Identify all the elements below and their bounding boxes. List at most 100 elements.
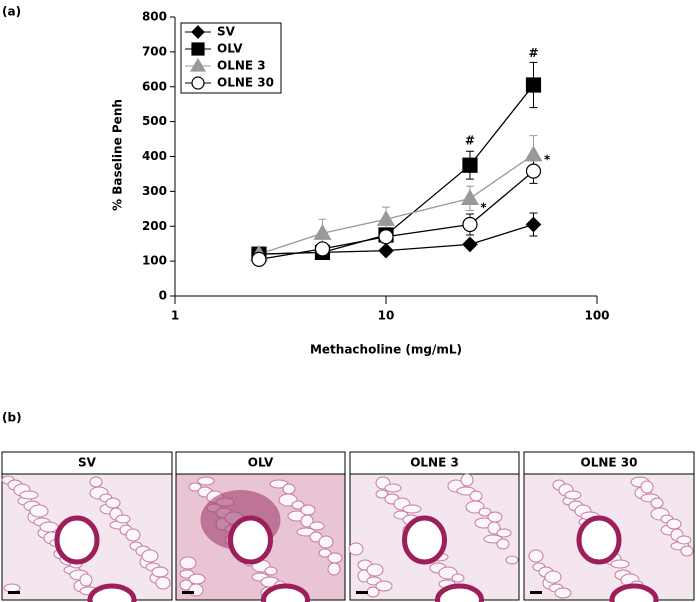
alveolus — [151, 566, 169, 578]
alveolus — [179, 556, 197, 570]
annotation: * — [544, 152, 551, 166]
marker — [313, 224, 332, 240]
alveolus — [318, 535, 334, 549]
image-title: OLNE 30 — [581, 456, 638, 470]
alveolus — [460, 473, 474, 487]
y-tick-label: 400 — [142, 149, 167, 163]
panel-label: (a) — [2, 5, 21, 19]
series-line — [258, 170, 534, 261]
alveolus — [188, 573, 206, 585]
airway — [87, 583, 137, 602]
alveolus — [554, 587, 572, 599]
alveolus — [318, 548, 332, 558]
alveolus — [505, 555, 519, 565]
alveolus — [300, 504, 316, 516]
alveolus — [469, 490, 483, 502]
y-tick-label: 800 — [142, 10, 167, 24]
marker — [191, 42, 205, 56]
y-tick-label: 600 — [142, 79, 167, 93]
alveolus — [327, 562, 341, 576]
panel-label: (b) — [2, 411, 22, 425]
annotation: * — [480, 201, 487, 215]
x-tick-label: 1 — [171, 309, 179, 323]
alveolus — [478, 507, 492, 517]
alveolus — [544, 570, 562, 584]
alveolus — [348, 542, 364, 556]
alveolus — [366, 563, 384, 577]
marker — [525, 77, 542, 93]
image-title: OLNE 3 — [410, 456, 459, 470]
y-tick-label: 500 — [142, 114, 167, 128]
marker — [462, 157, 478, 173]
marker — [525, 216, 542, 233]
legend-label: SV — [217, 25, 236, 39]
alveolus — [402, 504, 422, 514]
y-tick-label: 200 — [142, 219, 167, 233]
airway — [609, 583, 659, 602]
marker — [191, 76, 205, 90]
alveolus — [375, 580, 393, 592]
marker — [462, 216, 478, 233]
alveolus — [528, 549, 544, 563]
alveolus — [375, 489, 389, 499]
series-line — [258, 84, 534, 255]
alveolus — [39, 521, 59, 533]
alveolus — [327, 552, 343, 564]
airway — [576, 515, 622, 565]
airway — [54, 515, 100, 565]
annotation: # — [465, 133, 475, 147]
y-axis-label: % Baseline Penh — [111, 99, 125, 211]
marker — [378, 242, 394, 259]
alveolus — [384, 483, 402, 493]
alveolus — [309, 521, 325, 531]
alveolus — [188, 482, 202, 492]
alveolus — [680, 545, 694, 557]
marker — [251, 251, 267, 267]
y-tick-label: 0 — [159, 289, 167, 303]
alveolus — [264, 566, 278, 576]
marker — [378, 229, 394, 245]
alveolus — [115, 514, 131, 524]
series-line — [258, 154, 534, 255]
alveolus — [640, 480, 654, 494]
alveolus — [79, 573, 93, 587]
alveolus — [188, 583, 204, 597]
x-tick-label: 100 — [584, 309, 609, 323]
alveolus — [19, 490, 39, 500]
marker — [191, 25, 205, 39]
alveolus — [496, 538, 510, 550]
alveolus — [487, 511, 503, 523]
scale-bar — [356, 591, 368, 594]
alveolus — [564, 490, 582, 500]
alveolus — [650, 497, 664, 509]
image-title: OLV — [248, 456, 274, 470]
alveolus — [125, 528, 141, 542]
alveolus — [197, 476, 215, 486]
y-tick-label: 700 — [142, 44, 167, 58]
scale-bar — [530, 591, 542, 594]
series-line — [258, 223, 534, 255]
marker — [462, 236, 478, 253]
alveolus — [155, 576, 171, 590]
legend-label: OLNE 3 — [217, 59, 266, 73]
image-title: SV — [78, 456, 97, 470]
marker — [524, 145, 543, 162]
alveolus — [496, 528, 512, 538]
alveolus — [141, 549, 159, 563]
marker — [460, 189, 479, 205]
x-tick-label: 10 — [378, 309, 395, 323]
alveolus — [610, 559, 630, 569]
legend-label: OLV — [217, 42, 243, 56]
airway — [228, 515, 273, 565]
y-tick-label: 300 — [142, 184, 167, 198]
alveolus — [105, 497, 121, 509]
marker — [189, 57, 207, 72]
x-axis-label: Methacholine (mg/mL) — [310, 343, 462, 357]
airway — [435, 583, 484, 602]
alveolus — [29, 504, 49, 518]
marker — [314, 241, 331, 257]
alveolus — [666, 518, 682, 530]
legend-label: OLNE 30 — [217, 76, 274, 90]
y-tick-label: 100 — [142, 254, 167, 268]
